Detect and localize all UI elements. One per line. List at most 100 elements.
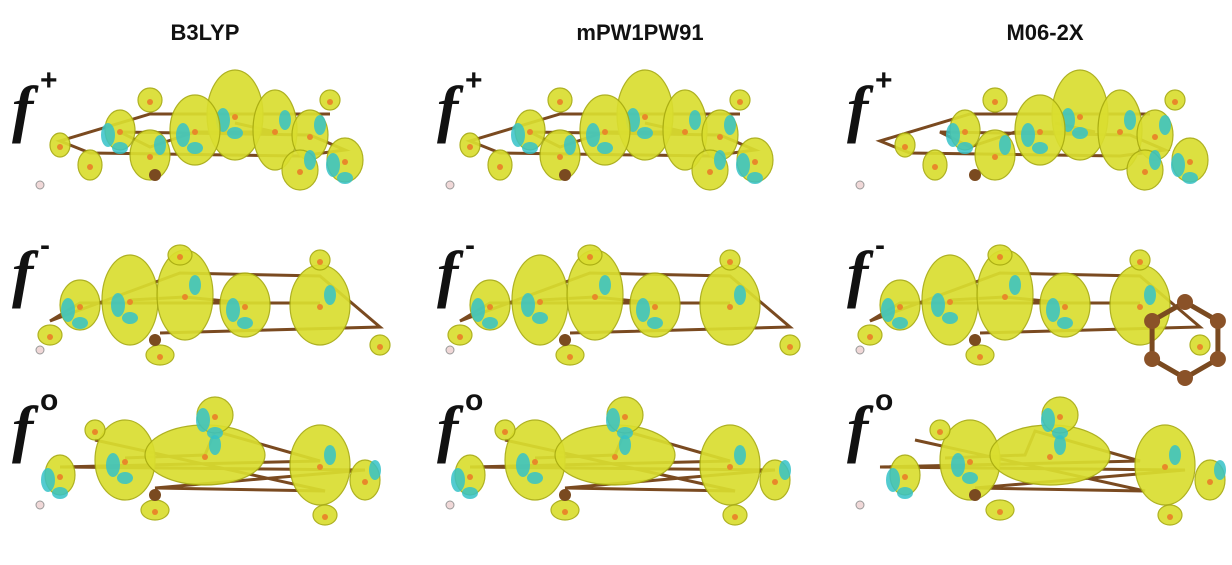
atom	[192, 129, 198, 135]
atom-c	[1210, 313, 1226, 329]
atom-h	[446, 501, 454, 509]
atom	[992, 99, 998, 105]
lobe-negative	[117, 472, 133, 484]
row-superscript: -	[875, 229, 885, 262]
atom	[1207, 479, 1213, 485]
atom-c	[559, 169, 571, 181]
atom-c	[969, 489, 981, 501]
atom	[212, 414, 218, 420]
figure: B3LYPmPW1PW91M06-2Xf+f+f+f-f-f-fofofo	[0, 0, 1232, 565]
atom	[297, 169, 303, 175]
atom	[737, 99, 743, 105]
lobe-negative	[106, 453, 120, 477]
atom-c	[969, 169, 981, 181]
lobe-negative	[337, 172, 353, 184]
lobe-negative	[599, 275, 611, 295]
atom	[1142, 169, 1148, 175]
atom	[497, 164, 503, 170]
atom-c	[1144, 313, 1160, 329]
atom	[727, 464, 733, 470]
atom	[1137, 259, 1143, 265]
lobe-negative	[304, 150, 316, 170]
lobe-negative	[482, 317, 498, 329]
lobe-negative	[527, 472, 543, 484]
lobe-negative	[747, 172, 763, 184]
lobe-negative	[779, 460, 791, 480]
row-superscript: +	[465, 64, 483, 97]
atom	[242, 304, 248, 310]
atom-c	[1177, 294, 1193, 310]
lobe-negative	[931, 293, 945, 317]
atom	[557, 154, 563, 160]
column-header: B3LYP	[171, 20, 240, 45]
lobe-negative	[101, 123, 115, 147]
atom	[602, 129, 608, 135]
atom-c	[149, 334, 161, 346]
atom	[867, 334, 873, 340]
lobe-negative	[72, 317, 88, 329]
lobe-negative	[324, 285, 336, 305]
atom	[147, 99, 153, 105]
atom	[1172, 99, 1178, 105]
atom	[1062, 304, 1068, 310]
lobe-negative	[714, 150, 726, 170]
atom	[122, 459, 128, 465]
atom	[1002, 294, 1008, 300]
atom	[77, 304, 83, 310]
atom	[467, 144, 473, 150]
atom	[1117, 129, 1123, 135]
atom	[57, 144, 63, 150]
lobe-negative	[522, 142, 538, 154]
atom	[1057, 414, 1063, 420]
lobe-negative	[521, 293, 535, 317]
atom-c	[1210, 351, 1226, 367]
atom	[317, 464, 323, 470]
atom	[612, 454, 618, 460]
lobe-negative	[154, 135, 166, 155]
lobe-negative	[734, 445, 746, 465]
atom	[307, 134, 313, 140]
atom	[707, 169, 713, 175]
row-superscript: o	[465, 384, 483, 417]
lobe-negative	[734, 285, 746, 305]
atom-c	[559, 489, 571, 501]
atom	[177, 254, 183, 260]
atom	[127, 299, 133, 305]
column-header: mPW1PW91	[576, 20, 703, 45]
atom	[562, 509, 568, 515]
atom	[1167, 514, 1173, 520]
atom	[897, 304, 903, 310]
atom	[532, 459, 538, 465]
atom	[182, 294, 188, 300]
lobe-negative	[226, 298, 240, 322]
atom	[682, 129, 688, 135]
row-superscript: -	[40, 229, 50, 262]
lobe-negative	[111, 293, 125, 317]
atom	[997, 254, 1003, 260]
lobe-negative	[1041, 408, 1055, 432]
lobe-negative	[1032, 142, 1048, 154]
lobe-negative	[951, 453, 965, 477]
atom	[377, 344, 383, 350]
atom	[457, 334, 463, 340]
atom	[902, 144, 908, 150]
lobe-negative	[689, 110, 701, 130]
atom-h	[36, 501, 44, 509]
atom	[787, 344, 793, 350]
lobe-negative	[564, 135, 576, 155]
atom	[152, 509, 158, 515]
atom-c	[559, 334, 571, 346]
atom-h	[856, 501, 864, 509]
lobe-negative	[597, 142, 613, 154]
row-superscript: +	[40, 64, 58, 97]
row-superscript: +	[875, 64, 893, 97]
lobe-negative	[314, 115, 326, 135]
atom	[92, 429, 98, 435]
atom	[587, 254, 593, 260]
lobe-negative	[1149, 150, 1161, 170]
lobe-negative	[962, 472, 978, 484]
atom-c	[1177, 370, 1193, 386]
atom	[467, 474, 473, 480]
lobe-negative	[636, 298, 650, 322]
lobe-negative	[176, 123, 190, 147]
